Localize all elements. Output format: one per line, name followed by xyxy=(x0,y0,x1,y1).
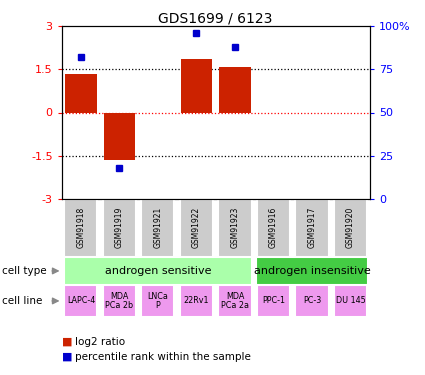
Bar xyxy=(256,257,368,285)
Text: GSM91917: GSM91917 xyxy=(307,207,317,249)
Bar xyxy=(142,199,175,257)
Bar xyxy=(103,285,136,317)
Title: GDS1699 / 6123: GDS1699 / 6123 xyxy=(159,11,273,25)
Text: MDA
PCa 2b: MDA PCa 2b xyxy=(105,292,133,310)
Bar xyxy=(218,199,252,257)
Text: GSM91923: GSM91923 xyxy=(230,207,239,249)
Text: GSM91920: GSM91920 xyxy=(346,207,355,249)
Text: cell line: cell line xyxy=(2,296,42,306)
Text: LAPC-4: LAPC-4 xyxy=(67,297,95,306)
Text: log2 ratio: log2 ratio xyxy=(75,337,125,347)
Bar xyxy=(257,285,290,317)
Text: ■: ■ xyxy=(62,337,72,347)
Bar xyxy=(219,66,251,112)
Bar xyxy=(257,199,290,257)
Bar xyxy=(64,257,252,285)
Text: GSM91918: GSM91918 xyxy=(76,207,85,249)
Text: ■: ■ xyxy=(62,352,72,362)
Text: DU 145: DU 145 xyxy=(336,297,366,306)
Text: PC-3: PC-3 xyxy=(303,297,321,306)
Bar xyxy=(103,199,136,257)
Text: PPC-1: PPC-1 xyxy=(262,297,285,306)
Bar xyxy=(64,199,97,257)
Text: GSM91922: GSM91922 xyxy=(192,207,201,249)
Text: cell type: cell type xyxy=(2,266,47,276)
Text: GSM91921: GSM91921 xyxy=(153,207,162,249)
Bar xyxy=(104,112,135,160)
Text: androgen sensitive: androgen sensitive xyxy=(105,266,211,276)
Bar xyxy=(218,285,252,317)
Bar xyxy=(180,199,213,257)
Text: GSM91916: GSM91916 xyxy=(269,207,278,249)
Bar xyxy=(334,199,367,257)
Bar xyxy=(64,285,97,317)
Bar xyxy=(295,199,329,257)
Text: percentile rank within the sample: percentile rank within the sample xyxy=(75,352,251,362)
Text: LNCa
P: LNCa P xyxy=(147,292,168,310)
Text: 22Rv1: 22Rv1 xyxy=(184,297,209,306)
Bar xyxy=(334,285,367,317)
Text: androgen insensitive: androgen insensitive xyxy=(254,266,370,276)
Bar xyxy=(142,285,175,317)
Text: MDA
PCa 2a: MDA PCa 2a xyxy=(221,292,249,310)
Text: GSM91919: GSM91919 xyxy=(115,207,124,249)
Bar xyxy=(180,285,213,317)
Bar xyxy=(181,59,212,112)
Bar xyxy=(65,74,96,112)
Bar xyxy=(295,285,329,317)
